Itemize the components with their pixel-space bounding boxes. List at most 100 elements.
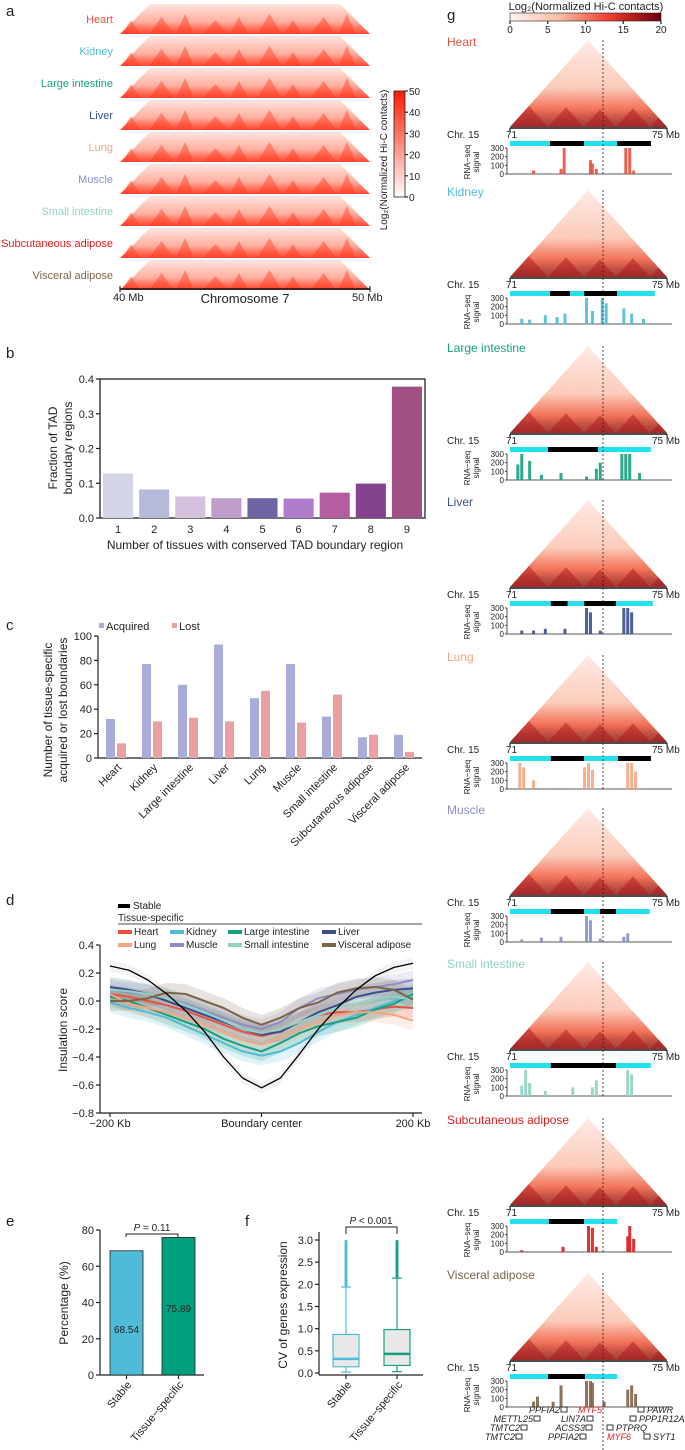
tissue-label: Heart <box>86 14 113 26</box>
series-line-large-intestine <box>109 993 414 1053</box>
track-y-title: signal <box>472 1229 481 1250</box>
tad-segment-cyan <box>597 447 618 452</box>
y-axis-title: acquired or lost boundaries <box>56 638 70 783</box>
rna-signal-peak <box>588 920 592 942</box>
y-tick-label: 100 <box>74 631 92 643</box>
tad-domain <box>650 267 667 277</box>
legend-swatch <box>170 943 184 947</box>
start-label: 71 <box>506 590 518 601</box>
y-tick-label: 0.4 <box>79 374 94 386</box>
colorbar-tick-label: 20 <box>655 25 667 36</box>
tad-domain <box>176 110 194 130</box>
tad-domain <box>584 259 616 277</box>
gene-label: ACSS3 <box>554 1423 585 1433</box>
tad-domain <box>510 106 548 127</box>
tissue-label: Lung <box>89 142 113 154</box>
chrom-label: Chr. 15 <box>447 1363 480 1374</box>
bar <box>247 498 278 518</box>
track-y-title: RNA−seq <box>463 1067 472 1101</box>
legend-swatch <box>228 943 242 947</box>
tad-domain <box>284 52 302 66</box>
tad-domain <box>510 1028 548 1049</box>
colorbar-tick-label: 40 <box>409 108 421 119</box>
tad-domain <box>616 1186 650 1205</box>
gene-label: TMTC2 <box>490 1423 520 1433</box>
legend-label: Visceral adipose <box>338 940 412 951</box>
y-tick-label: 80 <box>82 1225 94 1237</box>
track-y-tick-label: 300 <box>491 604 505 613</box>
track-y-title: RNA−seq <box>463 145 472 179</box>
tad-domain <box>122 244 140 258</box>
rna-signal-peak <box>561 1246 565 1252</box>
legend-label: Heart <box>134 927 159 938</box>
rna-signal-peak <box>630 763 634 789</box>
legend-swatch <box>228 930 242 934</box>
rna-signal-peak <box>638 473 642 480</box>
rna-signal-peak <box>624 148 628 174</box>
tad-domain <box>650 1350 667 1360</box>
rna-signal-peak <box>590 1382 594 1407</box>
tad-domain <box>338 206 356 226</box>
bar <box>175 496 206 518</box>
tad-domain <box>311 113 336 130</box>
end-label: 75 Mb <box>652 898 680 909</box>
rna-signal-peak <box>585 1381 589 1407</box>
series-line-small-intestine <box>109 988 414 1035</box>
y-tick-label: −0.2 <box>72 1024 94 1036</box>
tad-domain <box>650 732 667 742</box>
colorbar-tick-label: 15 <box>618 25 630 36</box>
rna-signal-peak <box>532 1401 536 1407</box>
tad-domain <box>257 14 282 34</box>
hic-map-strip <box>120 4 370 34</box>
tad-domain <box>548 875 584 895</box>
rna-signal-peak <box>524 1070 528 1096</box>
bar-acquired <box>286 664 295 758</box>
outlier-point <box>395 1239 399 1243</box>
tad-segment-cyan <box>510 1063 551 1068</box>
tad-domain <box>584 415 616 433</box>
x-tick-label: Heart <box>97 762 125 790</box>
tad-domain <box>230 81 248 98</box>
rna-signal-peak <box>555 317 559 324</box>
track-y-tick-label: 300 <box>491 1222 505 1231</box>
track-y-tick-label: 0 <box>500 320 505 329</box>
panel-label-e: e <box>6 1213 14 1230</box>
tad-domain <box>584 724 616 742</box>
tad-segment-black <box>548 447 598 452</box>
y-tick-label: 0.1 <box>79 478 94 490</box>
rna-signal-peak <box>630 313 634 324</box>
track-y-title: RNA−seq <box>463 1378 472 1412</box>
start-label: 71 <box>506 1208 518 1219</box>
rna-signal-peak <box>520 1250 524 1252</box>
hic-triangle <box>510 346 667 433</box>
series-line-stable <box>109 962 414 1089</box>
tad-segment-cyan <box>584 1374 618 1379</box>
panel-label-b: b <box>6 345 14 362</box>
tad-domain <box>548 722 584 742</box>
rna-signal-peak <box>585 608 589 634</box>
tad-segment-cyan <box>510 447 549 452</box>
tad-domain <box>338 14 356 34</box>
colorbar-tick-label: 50 <box>409 87 421 98</box>
rna-signal-peak <box>539 937 543 942</box>
tissue-label: Kidney <box>79 46 113 58</box>
tad-segment-cyan <box>510 1219 549 1224</box>
tad-domain <box>149 241 174 258</box>
gene-label: METTL25 <box>493 1414 534 1424</box>
end-label: 75 Mb <box>652 590 680 601</box>
gene-model <box>586 1415 594 1422</box>
rna-signal-peak <box>559 936 563 942</box>
colorbar-tick-label: 0 <box>507 25 513 36</box>
gene-model <box>585 1424 593 1431</box>
y-tick-label: 0 <box>88 1370 94 1382</box>
tad-domain <box>584 109 616 127</box>
legend-label: Large intestine <box>244 927 310 938</box>
bar-lost <box>117 743 126 758</box>
tissue-label: Subcutaneous adipose <box>1 238 113 250</box>
gene-model <box>579 1433 587 1440</box>
panel-label-g: g <box>447 7 455 24</box>
bar-acquired <box>394 734 403 758</box>
tad-domain <box>230 241 248 258</box>
tad-domain <box>584 1342 616 1360</box>
